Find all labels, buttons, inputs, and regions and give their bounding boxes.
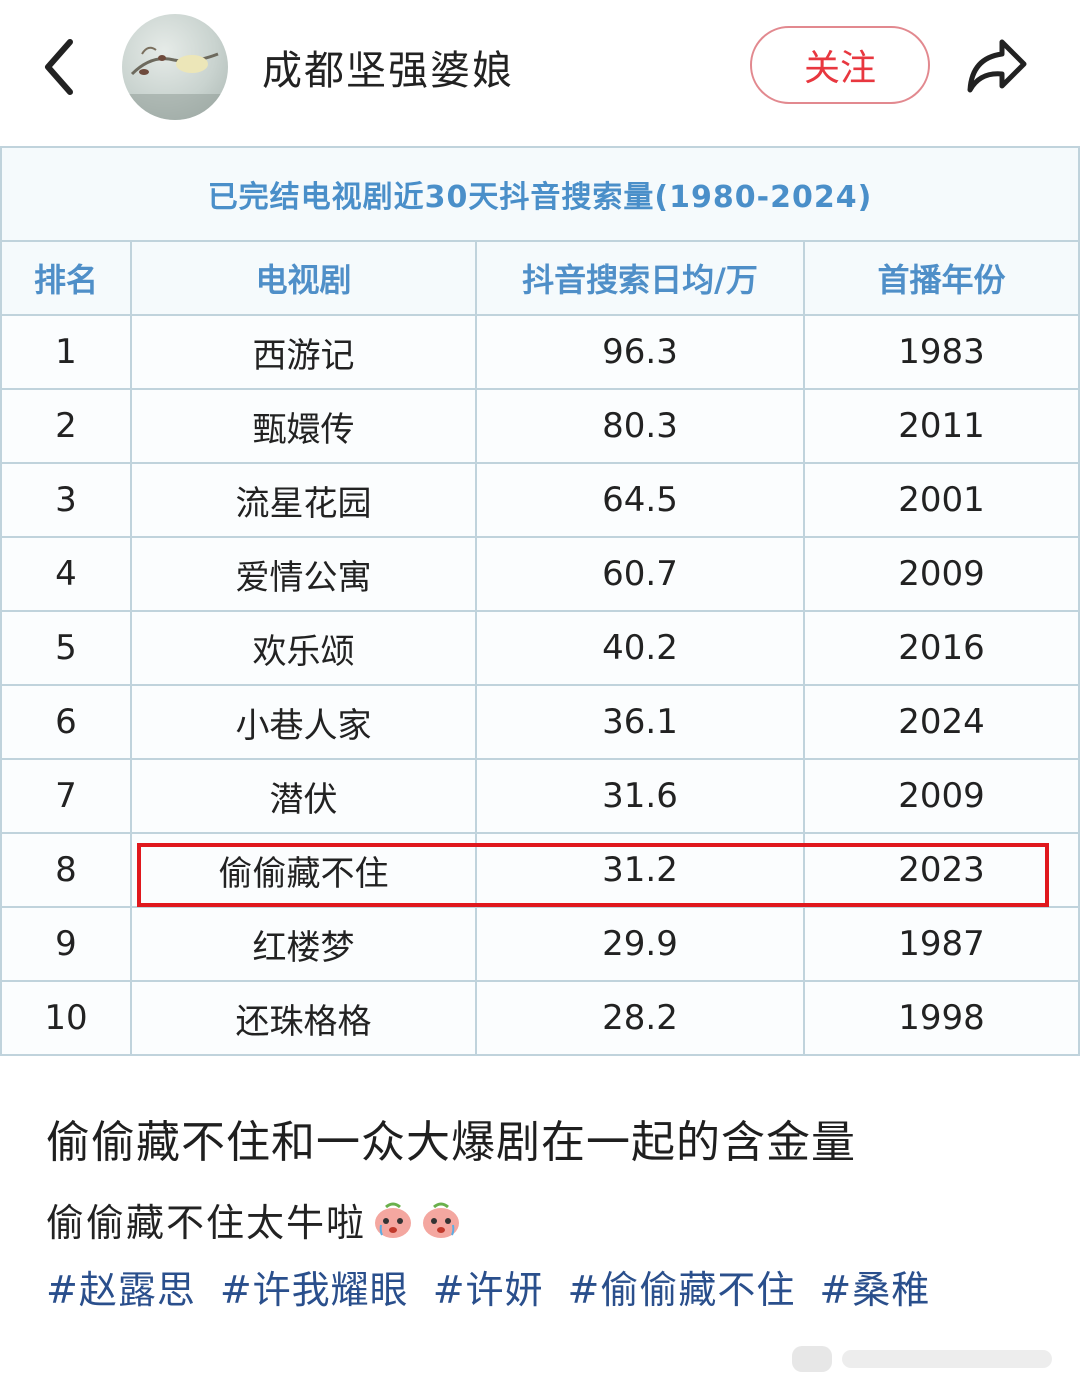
hashtag-link[interactable]: #许我耀眼	[219, 1268, 409, 1312]
searches-cell: 31.2	[475, 832, 805, 908]
rank-cell: 10	[0, 980, 132, 1056]
ranking-table: 已完结电视剧近30天抖音搜索量(1980-2024) 排名 电视剧 抖音搜索日均…	[0, 146, 1080, 1056]
hashtag-link[interactable]: #偷偷藏不住	[567, 1268, 796, 1312]
year-cell: 2023	[803, 832, 1080, 908]
searches-cell: 80.3	[475, 388, 805, 464]
table-row: 3 流星花园 64.5 2001	[0, 462, 1080, 538]
table-row: 2 甄嬛传 80.3 2011	[0, 388, 1080, 464]
searches-cell: 64.5	[475, 462, 805, 538]
table-row: 10 还珠格格 28.2 1998	[0, 980, 1080, 1056]
hashtag-link[interactable]: #桑稚	[819, 1268, 931, 1312]
title-cell: 还珠格格	[130, 980, 477, 1056]
title-cell: 红楼梦	[130, 906, 477, 982]
table-caption: 已完结电视剧近30天抖音搜索量(1980-2024)	[0, 146, 1080, 242]
rank-cell: 2	[0, 388, 132, 464]
title-cell: 流星花园	[130, 462, 477, 538]
searches-cell: 29.9	[475, 906, 805, 982]
table-row: 1 西游记 96.3 1983	[0, 314, 1080, 390]
post-header: 成都坚强婆娘 关注	[0, 0, 1080, 140]
title-cell: 偷偷藏不住	[130, 832, 477, 908]
author-name[interactable]: 成都坚强婆娘	[262, 48, 514, 94]
post-body-text: 偷偷藏不住太牛啦	[46, 1201, 367, 1245]
searches-cell: 36.1	[475, 684, 805, 760]
year-cell: 2009	[803, 536, 1080, 612]
table-row-highlighted: 8 偷偷藏不住 31.2 2023	[0, 832, 1080, 908]
watermark	[792, 1342, 1062, 1376]
post-title: 偷偷藏不住和一众大爆剧在一起的含金量	[46, 1117, 856, 1168]
table-row: 4 爱情公寓 60.7 2009	[0, 536, 1080, 612]
table-header-row: 排名 电视剧 抖音搜索日均/万 首播年份	[0, 240, 1080, 316]
year-cell: 2009	[803, 758, 1080, 834]
back-icon[interactable]	[36, 34, 86, 100]
table-row: 6 小巷人家 36.1 2024	[0, 684, 1080, 760]
column-header-year: 首播年份	[803, 240, 1080, 316]
year-cell: 1983	[803, 314, 1080, 390]
hashtag-link[interactable]: #许妍	[432, 1268, 544, 1312]
title-cell: 西游记	[130, 314, 477, 390]
follow-button[interactable]: 关注	[750, 26, 930, 104]
year-cell: 2001	[803, 462, 1080, 538]
ranking-table-image[interactable]: 已完结电视剧近30天抖音搜索量(1980-2024) 排名 电视剧 抖音搜索日均…	[0, 146, 1080, 1056]
rank-cell: 1	[0, 314, 132, 390]
hashtag-link[interactable]: #赵露思	[46, 1268, 196, 1312]
hashtag-list: #赵露思 #许我耀眼 #许妍 #偷偷藏不住 #桑稚	[46, 1258, 1036, 1322]
column-header-rank: 排名	[0, 240, 132, 316]
title-cell: 欢乐颂	[130, 610, 477, 686]
crying-face-icon	[372, 1199, 414, 1241]
rank-cell: 7	[0, 758, 132, 834]
rank-cell: 9	[0, 906, 132, 982]
searches-cell: 96.3	[475, 314, 805, 390]
title-cell: 甄嬛传	[130, 388, 477, 464]
searches-cell: 60.7	[475, 536, 805, 612]
table-row: 9 红楼梦 29.9 1987	[0, 906, 1080, 982]
crying-face-icon	[420, 1199, 462, 1241]
title-cell: 潜伏	[130, 758, 477, 834]
table-row: 5 欢乐颂 40.2 2016	[0, 610, 1080, 686]
title-cell: 小巷人家	[130, 684, 477, 760]
post-body: 偷偷藏不住太牛啦	[46, 1192, 462, 1247]
table-row: 7 潜伏 31.6 2009	[0, 758, 1080, 834]
year-cell: 1987	[803, 906, 1080, 982]
rank-cell: 4	[0, 536, 132, 612]
year-cell: 2016	[803, 610, 1080, 686]
rank-cell: 3	[0, 462, 132, 538]
title-cell: 爱情公寓	[130, 536, 477, 612]
column-header-title: 电视剧	[130, 240, 477, 316]
rank-cell: 8	[0, 832, 132, 908]
searches-cell: 31.6	[475, 758, 805, 834]
rank-cell: 5	[0, 610, 132, 686]
rank-cell: 6	[0, 684, 132, 760]
searches-cell: 40.2	[475, 610, 805, 686]
year-cell: 1998	[803, 980, 1080, 1056]
year-cell: 2024	[803, 684, 1080, 760]
avatar[interactable]	[122, 14, 228, 120]
searches-cell: 28.2	[475, 980, 805, 1056]
column-header-searches: 抖音搜索日均/万	[475, 240, 805, 316]
year-cell: 2011	[803, 388, 1080, 464]
share-icon[interactable]	[962, 32, 1030, 98]
